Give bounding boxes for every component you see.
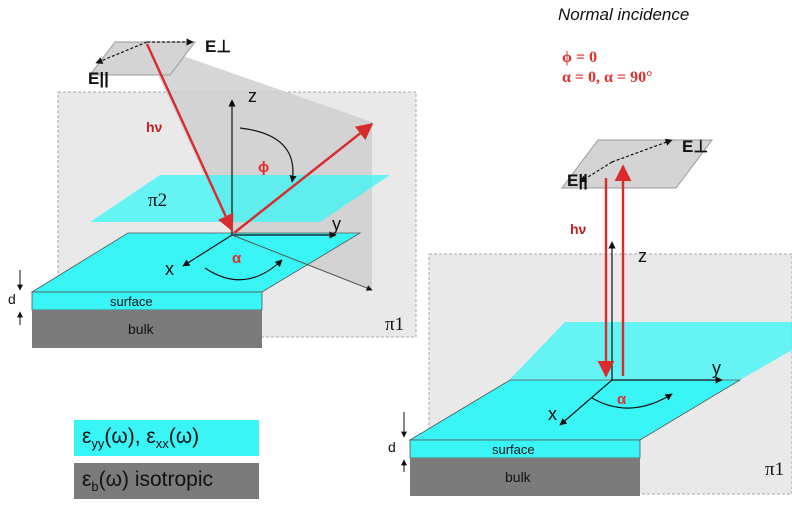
left-pi2-label: π2: [148, 190, 167, 211]
right-hv-label: hν: [570, 221, 587, 237]
legend-bulk-dielectric: εb(ω) isotropic: [74, 463, 259, 499]
right-surface-label: surface: [492, 442, 535, 457]
legend-surface-text: εyy(ω), εxx(ω): [74, 425, 199, 451]
right-polarization-plane: [561, 139, 713, 189]
right-bulk-label: bulk: [505, 469, 532, 485]
left-diagram: E⊥ E|| hν z ϕ π2 y x α d surface bulk π1: [8, 37, 417, 348]
left-alpha-arc: [204, 259, 283, 281]
left-incidence-plane: [143, 42, 372, 290]
right-bulk-layer: [410, 458, 640, 496]
left-d-label: d: [8, 291, 16, 307]
left-y-label: y: [332, 214, 341, 234]
right-e-par-arrow: [579, 161, 613, 183]
left-e-perp-label: E⊥: [205, 37, 231, 56]
right-z-label: z: [638, 246, 647, 266]
right-x-axis: [559, 379, 613, 426]
left-plane-pi2: [90, 175, 390, 222]
eps-sub-b: b: [91, 479, 99, 495]
left-x-axis: [182, 234, 233, 267]
left-surface-label: surface: [110, 294, 153, 309]
right-d-label: d: [388, 439, 396, 455]
left-alpha-label: α: [232, 250, 242, 267]
right-alpha-label: α: [617, 391, 627, 408]
title: Normal incidence: [558, 5, 689, 24]
left-pi1-label: π1: [385, 314, 404, 335]
left-x-label: x: [165, 259, 174, 279]
left-e-par-label: E||: [88, 69, 109, 88]
condition-alpha: α = 0, α = 90°: [562, 69, 653, 86]
right-e-perp-label: E⊥: [682, 137, 708, 156]
left-projection-line: [231, 234, 373, 291]
left-z-label: z: [248, 86, 257, 106]
left-phi-arc: [239, 127, 297, 183]
eps-b-symbol: ε: [82, 467, 92, 491]
right-x-label: x: [548, 404, 557, 424]
eps-mid: (ω), ε: [104, 424, 156, 448]
eps-symbol: ε: [82, 424, 92, 448]
right-diagram: Normal incidence ϕ = 0 α = 0, α = 90° E⊥…: [388, 5, 792, 496]
left-bulk-label: bulk: [128, 321, 155, 337]
left-hv-label: hν: [146, 119, 163, 135]
right-e-perp-arrow: [611, 138, 673, 163]
left-bulk-layer: [32, 310, 262, 348]
eps-sub-xx: xx: [155, 436, 169, 452]
left-phi-label: ϕ: [258, 159, 269, 176]
right-pi1-label: π1: [765, 459, 784, 480]
eps-b-end: (ω) isotropic: [98, 467, 214, 491]
condition-phi: ϕ = 0: [562, 49, 597, 66]
eps-sub-yy: yy: [91, 436, 105, 452]
right-y-label: y: [712, 358, 721, 378]
left-e-par-arrow: [95, 41, 148, 64]
right-e-par-label: E||: [567, 171, 588, 190]
right-alpha-arc: [591, 393, 673, 409]
legend-surface-dielectric: εyy(ω), εxx(ω): [74, 420, 259, 456]
left-reflected-beam: [233, 122, 374, 234]
left-incident-beam: [145, 43, 234, 232]
eps-end: (ω): [168, 424, 200, 448]
legend-bulk-text: εb(ω) isotropic: [74, 468, 213, 494]
